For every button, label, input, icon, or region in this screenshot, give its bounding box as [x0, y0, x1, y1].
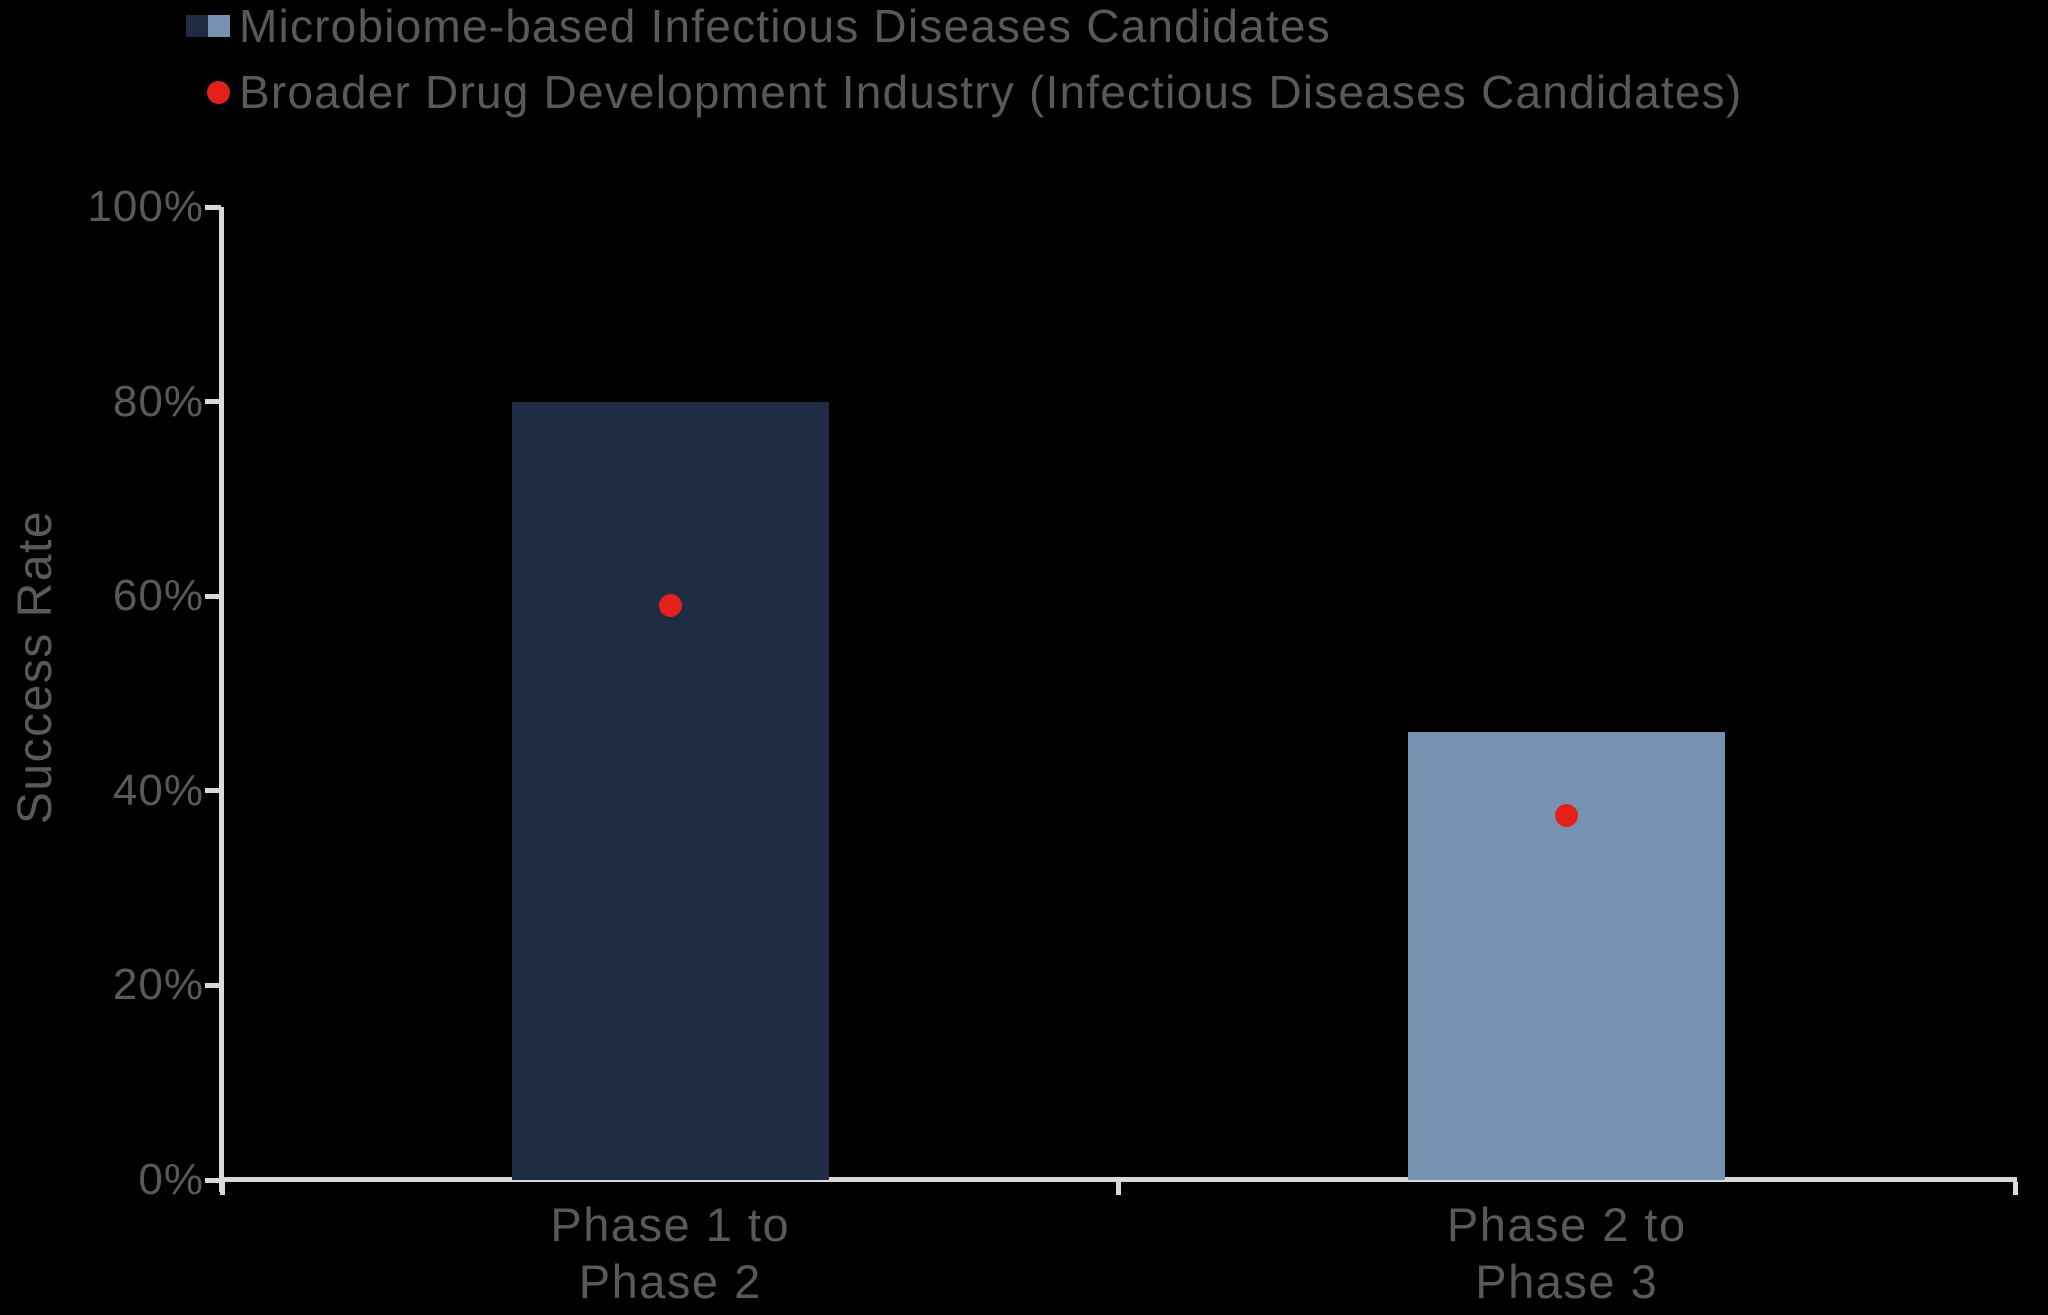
x-tick-mark [219, 1182, 225, 1195]
x-category-label-line: Phase 1 to [550, 1198, 791, 1251]
y-tick-mark [205, 982, 221, 988]
y-tick-label: 20% [112, 960, 204, 1010]
x-category-label-line: Phase 3 [1475, 1255, 1659, 1308]
y-tick-label: 60% [112, 571, 204, 621]
y-axis-line [219, 207, 224, 1192]
y-tick-label: 80% [112, 376, 204, 426]
y-tick-label: 100% [87, 182, 204, 231]
legend-item-industry: Broader Drug Development Industry (Infec… [186, 66, 1742, 118]
y-tick-label: 0% [138, 1155, 204, 1204]
industry-benchmark-dot [658, 594, 682, 618]
y-tick-mark [205, 204, 221, 210]
industry-benchmark-dot [1555, 803, 1579, 827]
x-category-label-line: Phase 2 to [1446, 1198, 1687, 1251]
legend-label-industry: Broader Drug Development Industry (Infec… [239, 66, 1743, 118]
y-tick-mark [205, 1177, 221, 1183]
bar-phase2-to-phase3 [1408, 732, 1726, 1180]
y-axis-title: Success Rate [9, 509, 62, 825]
x-category-label-line: Phase 2 [578, 1255, 762, 1308]
x-tick-mark [2012, 1182, 2018, 1195]
x-tick-mark [1116, 1182, 1121, 1195]
bar-swatch-light-icon [208, 15, 230, 37]
bar-phase1-to-phase2 [511, 401, 829, 1180]
red-dot-icon [207, 80, 230, 104]
x-category-label: Phase 2 to Phase 3 [1257, 1196, 1877, 1310]
legend-item-microbiome: Microbiome-based Infectious Diseases Can… [186, 0, 1331, 52]
y-tick-mark [205, 593, 221, 599]
legend-split-square-icon [186, 14, 230, 38]
bar-swatch-dark-icon [186, 15, 208, 37]
legend-dot-icon [186, 80, 230, 104]
legend-label-microbiome: Microbiome-based Infectious Diseases Can… [239, 0, 1331, 52]
y-tick-mark [205, 399, 221, 405]
x-axis-line [219, 1177, 2017, 1182]
y-tick-mark [205, 788, 221, 794]
y-tick-label: 40% [112, 765, 204, 815]
x-category-label: Phase 1 to Phase 2 [360, 1196, 980, 1310]
